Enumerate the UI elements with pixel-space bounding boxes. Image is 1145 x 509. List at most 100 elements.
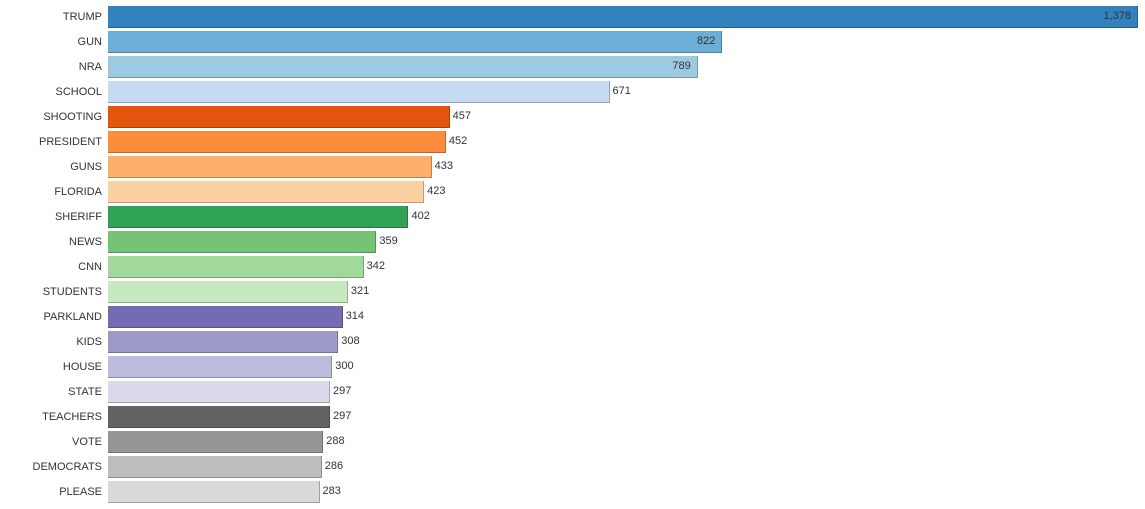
bar-row: KIDS308 [0, 329, 1145, 354]
category-label: NRA [0, 61, 108, 73]
bar: 342 [108, 256, 364, 278]
bar: 288 [108, 431, 323, 453]
value-label: 359 [379, 235, 397, 247]
bar-row: STUDENTS321 [0, 279, 1145, 304]
bar: 314 [108, 306, 343, 328]
category-label: TRUMP [0, 11, 108, 23]
bar-track: 283 [108, 479, 1145, 504]
bar-track: 297 [108, 404, 1145, 429]
bar-track: 457 [108, 104, 1145, 129]
category-label: CNN [0, 261, 108, 273]
category-label: PLEASE [0, 486, 108, 498]
bar-track: 321 [108, 279, 1145, 304]
category-label: DEMOCRATS [0, 461, 108, 473]
bar-row: TEACHERS297 [0, 404, 1145, 429]
bar: 433 [108, 156, 432, 178]
bar: 789 [108, 56, 698, 78]
value-label: 433 [435, 160, 453, 172]
bar-row: HOUSE300 [0, 354, 1145, 379]
horizontal-bar-chart: TRUMP1,378GUN822NRA789SCHOOL671SHOOTING4… [0, 0, 1145, 509]
category-label: HOUSE [0, 361, 108, 373]
category-label: SHOOTING [0, 111, 108, 123]
value-label: 321 [351, 285, 369, 297]
category-label: PRESIDENT [0, 136, 108, 148]
bar-track: 452 [108, 129, 1145, 154]
value-label: 671 [613, 85, 631, 97]
category-label: PARKLAND [0, 311, 108, 323]
bar-track: 1,378 [108, 4, 1145, 29]
category-label: GUN [0, 36, 108, 48]
bar-track: 286 [108, 454, 1145, 479]
bar: 671 [108, 81, 610, 103]
bar-track: 671 [108, 79, 1145, 104]
bar: 402 [108, 206, 408, 228]
bar-track: 300 [108, 354, 1145, 379]
value-label: 314 [346, 310, 364, 322]
bar-row: PLEASE283 [0, 479, 1145, 504]
value-label: 423 [427, 185, 445, 197]
value-label: 342 [367, 260, 385, 272]
bar: 300 [108, 356, 332, 378]
bar-track: 314 [108, 304, 1145, 329]
value-label: 822 [697, 35, 715, 47]
bar-row: FLORIDA423 [0, 179, 1145, 204]
bar: 308 [108, 331, 338, 353]
category-label: SCHOOL [0, 86, 108, 98]
bar: 283 [108, 481, 320, 503]
value-label: 308 [341, 335, 359, 347]
value-label: 297 [333, 410, 351, 422]
value-label: 286 [325, 460, 343, 472]
bar-track: 402 [108, 204, 1145, 229]
bar-track: 433 [108, 154, 1145, 179]
value-label: 288 [326, 435, 344, 447]
bar-row: NRA 789 [0, 54, 1145, 79]
bar-track: 308 [108, 329, 1145, 354]
value-label: 300 [335, 360, 353, 372]
bar-track: 297 [108, 379, 1145, 404]
bar-row: DEMOCRATS286 [0, 454, 1145, 479]
bar-row: NEWS359 [0, 229, 1145, 254]
category-label: FLORIDA [0, 186, 108, 198]
bar-row: VOTE288 [0, 429, 1145, 454]
category-label: SHERIFF [0, 211, 108, 223]
value-label: 452 [449, 135, 467, 147]
value-label: 1,378 [1103, 10, 1131, 22]
bar-row: SHOOTING457 [0, 104, 1145, 129]
bar: 822 [108, 31, 722, 53]
category-label: STATE [0, 386, 108, 398]
bar-track: 288 [108, 429, 1145, 454]
category-label: STUDENTS [0, 286, 108, 298]
bar: 297 [108, 381, 330, 403]
bar-row: TRUMP 1,378 [0, 4, 1145, 29]
bar-row: CNN342 [0, 254, 1145, 279]
bar-row: SCHOOL671 [0, 79, 1145, 104]
bar-row: SHERIFF402 [0, 204, 1145, 229]
category-label: TEACHERS [0, 411, 108, 423]
value-label: 297 [333, 385, 351, 397]
bar-track: 789 [108, 54, 1145, 79]
bar: 452 [108, 131, 446, 153]
bar: 359 [108, 231, 376, 253]
category-label: VOTE [0, 436, 108, 448]
bar: 321 [108, 281, 348, 303]
bar-row: PARKLAND314 [0, 304, 1145, 329]
bar-row: STATE297 [0, 379, 1145, 404]
bar: 297 [108, 406, 330, 428]
bar-track: 342 [108, 254, 1145, 279]
bar-track: 822 [108, 29, 1145, 54]
value-label: 402 [411, 210, 429, 222]
value-label: 283 [323, 485, 341, 497]
bar: 1,378 [108, 6, 1138, 28]
bar-row: GUNS433 [0, 154, 1145, 179]
category-label: GUNS [0, 161, 108, 173]
value-label: 789 [672, 60, 690, 72]
bar: 286 [108, 456, 322, 478]
category-label: NEWS [0, 236, 108, 248]
bar-track: 359 [108, 229, 1145, 254]
category-label: KIDS [0, 336, 108, 348]
bar: 423 [108, 181, 424, 203]
value-label: 457 [453, 110, 471, 122]
bar-track: 423 [108, 179, 1145, 204]
bar: 457 [108, 106, 450, 128]
bar-row: GUN 822 [0, 29, 1145, 54]
